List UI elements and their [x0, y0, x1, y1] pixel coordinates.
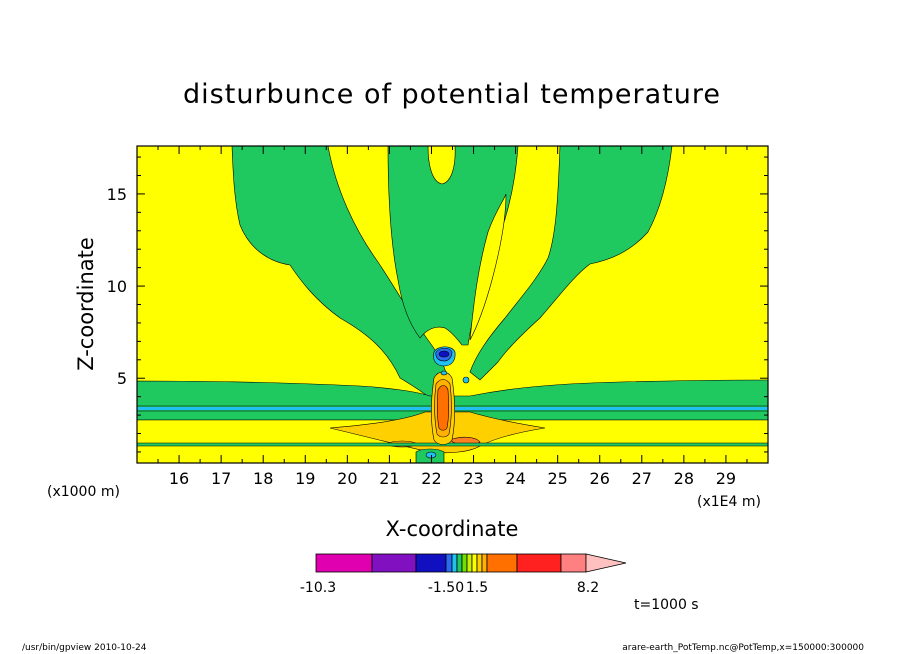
- colorbar-max-arrow: [585, 553, 627, 573]
- footer-right: arare-earth_PotTemp.nc@PotTemp,x=150000:…: [622, 643, 864, 653]
- contour-cold-blob-core: [438, 350, 450, 358]
- contour-yellow-notch: [427, 146, 456, 185]
- y-tick-label: 10: [107, 277, 127, 296]
- footer-left: /usr/bin/gpview 2010-10-24: [22, 643, 147, 653]
- x-tick-label: 17: [211, 469, 231, 488]
- x-axis-label: X-coordinate: [386, 517, 519, 541]
- x-tick-label: 28: [674, 469, 694, 488]
- contour-cyan-side-blob: [462, 376, 470, 384]
- colorbar-segment: [456, 553, 463, 573]
- contour-yellow-finger: [469, 193, 507, 341]
- plot-area: [137, 146, 768, 463]
- colorbar-label-min: -10.3: [300, 580, 336, 596]
- colorbar-segment: [516, 553, 562, 573]
- colorbar-label-pos: 1.5: [466, 580, 488, 596]
- contour-green-surface-strip: [137, 443, 768, 446]
- x-tick-label: 26: [590, 469, 610, 488]
- x-tick-label: 27: [632, 469, 652, 488]
- colorbar-segment: [451, 553, 458, 573]
- x-axis: 16 17 18 19 20 21 22 23 24 25 26 27 28 29: [157, 146, 748, 488]
- colorbar-segment: [445, 553, 453, 573]
- colorbar-label-max: 8.2: [577, 580, 599, 596]
- colorbar-segment: [476, 553, 483, 573]
- time-annotation: t=1000 s: [634, 597, 699, 613]
- x-tick-label: 20: [337, 469, 357, 488]
- x-tick-label: 25: [547, 469, 567, 488]
- x-tick-label: 19: [295, 469, 315, 488]
- colorbar-segment: [486, 553, 518, 573]
- x-tick-label: 24: [505, 469, 525, 488]
- colorbar-segment: [415, 553, 447, 573]
- x-tick-label: 23: [463, 469, 483, 488]
- y-tick-label: 15: [107, 185, 127, 204]
- colorbar-segment: [560, 553, 587, 573]
- x-tick-label: 21: [379, 469, 399, 488]
- contour-warm-column-core: [437, 385, 449, 431]
- y-axis-label: Z-coordinate: [74, 237, 98, 371]
- colorbar-segment: [481, 553, 488, 573]
- colorbar-segment: [371, 553, 417, 573]
- contour-green-left: [231, 146, 449, 399]
- x-units-label: (x1E4 m): [697, 494, 761, 510]
- x-tick-label: 29: [716, 469, 736, 488]
- colorbar-label-neg: -1.50: [428, 580, 464, 596]
- y-tick-label: 5: [117, 369, 127, 388]
- colorbar-segment: [466, 553, 473, 573]
- colorbar: [315, 553, 627, 573]
- y-axis: 5 10 15: [107, 156, 768, 453]
- x-tick-label: 22: [421, 469, 441, 488]
- x-tick-label: 16: [169, 469, 189, 488]
- chart-title: disturbunce of potential temperature: [183, 79, 721, 110]
- contour-cyan-small-blob: [440, 370, 448, 376]
- colorbar-segment: [461, 553, 468, 573]
- contour-green-right: [469, 146, 673, 381]
- colorbar-segment: [471, 553, 478, 573]
- colorbar-segment: [315, 553, 373, 573]
- y-units-label: (x1000 m): [47, 484, 120, 500]
- x-tick-label: 18: [253, 469, 273, 488]
